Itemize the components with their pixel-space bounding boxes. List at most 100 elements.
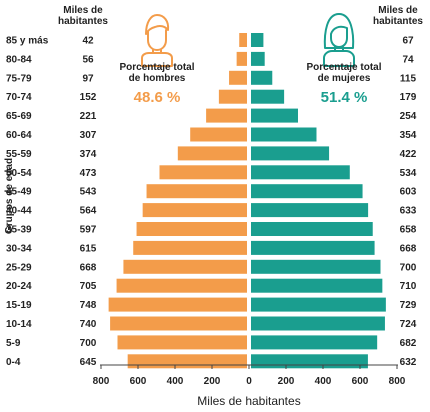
men-bar <box>136 222 247 236</box>
x-tick-label: 400 <box>167 376 184 387</box>
women-value-label: 115 <box>400 73 417 84</box>
women-bar <box>251 222 373 236</box>
x-tick-label: 600 <box>352 376 369 387</box>
women-bar <box>251 51 265 66</box>
age-group-label: 25-29 <box>6 262 32 273</box>
women-bar <box>251 259 381 274</box>
women-bar <box>251 184 363 199</box>
men-value-label: 56 <box>82 54 94 65</box>
age-group-label: 15-19 <box>6 300 32 311</box>
women-bar <box>251 203 369 218</box>
women-bar <box>251 33 264 47</box>
women-bar <box>251 316 385 331</box>
women-bar <box>251 127 317 142</box>
men-bar <box>117 335 247 350</box>
age-group-label: 5-9 <box>6 338 21 349</box>
men-bar <box>127 354 247 369</box>
men-bar <box>123 259 247 274</box>
women-value-label: 668 <box>400 243 417 254</box>
men-bar <box>108 297 248 312</box>
women-value-label: 603 <box>400 187 417 198</box>
x-tick-label: 600 <box>130 376 147 387</box>
age-group-label: 10-14 <box>6 319 32 330</box>
age-group-label: 85 y más <box>6 36 49 47</box>
men-bar <box>190 127 247 142</box>
men-bar <box>116 278 247 293</box>
x-tick-label: 200 <box>278 376 295 387</box>
women-percent-value: 51.4 % <box>321 89 368 106</box>
women-value-label: 67 <box>402 36 414 47</box>
age-group-label: 55-59 <box>6 149 32 160</box>
men-bar <box>236 51 247 66</box>
women-bar <box>251 240 375 255</box>
age-group-label: 70-74 <box>6 92 32 103</box>
men-bar <box>229 70 247 85</box>
y-axis-title: Grupos de edad <box>4 158 15 234</box>
men-value-label: 307 <box>80 130 97 141</box>
x-tick-label: 0 <box>246 376 252 387</box>
men-value-label: 42 <box>82 36 94 47</box>
women-value-label: 179 <box>400 92 417 103</box>
men-value-label: 700 <box>80 338 97 349</box>
men-bar <box>206 108 247 123</box>
women-value-label: 682 <box>400 338 417 349</box>
men-value-label: 740 <box>80 319 97 330</box>
age-group-label: 45-49 <box>6 187 32 198</box>
men-bar <box>218 89 247 104</box>
men-bar <box>177 146 247 161</box>
women-percent-label: Porcentaje total de mujeres <box>306 62 381 84</box>
age-group-label: 30-34 <box>6 243 32 254</box>
women-value-label: 729 <box>400 300 417 311</box>
men-bar <box>146 184 247 199</box>
men-bar <box>110 316 247 331</box>
men-value-label: 543 <box>80 187 97 198</box>
women-bar <box>251 335 378 350</box>
women-bar <box>251 354 368 369</box>
x-tick-label: 800 <box>93 376 110 387</box>
x-tick-label: 800 <box>389 376 406 387</box>
age-group-label: 0-4 <box>6 357 21 368</box>
age-group-label: 80-84 <box>6 54 32 65</box>
woman-icon <box>323 13 355 67</box>
age-group-label: 75-79 <box>6 73 32 84</box>
women-value-label: 254 <box>400 111 417 122</box>
men-value-label: 97 <box>82 73 94 84</box>
women-value-label: 700 <box>400 262 417 273</box>
women-bar <box>251 70 273 85</box>
women-bar <box>251 146 330 161</box>
men-value-label: 748 <box>80 300 97 311</box>
men-value-label: 564 <box>80 206 97 217</box>
age-group-label: 40-44 <box>6 206 32 217</box>
age-group-label: 20-24 <box>6 281 32 292</box>
men-value-label: 221 <box>80 111 97 122</box>
women-bar <box>251 278 383 293</box>
men-bar <box>142 203 247 218</box>
men-value-label: 374 <box>80 149 97 160</box>
right-header: Miles de habitantes <box>373 5 423 27</box>
women-value-label: 74 <box>402 54 414 65</box>
men-value-label: 597 <box>80 225 97 236</box>
men-value-label: 615 <box>80 243 97 254</box>
women-value-label: 632 <box>400 357 417 368</box>
women-bar <box>251 297 386 312</box>
women-value-label: 633 <box>400 206 417 217</box>
women-bar <box>251 108 298 123</box>
women-bar <box>251 89 285 104</box>
x-axis-title: Miles de habitantes <box>197 394 300 408</box>
age-group-label: 50-54 <box>6 168 32 179</box>
x-tick-label: 400 <box>315 376 332 387</box>
women-value-label: 724 <box>400 319 417 330</box>
men-percent-label: Porcentaje total de hombres <box>119 62 194 84</box>
women-value-label: 710 <box>400 281 417 292</box>
men-value-label: 152 <box>80 92 97 103</box>
men-value-label: 668 <box>80 262 97 273</box>
age-group-label: 65-69 <box>6 111 32 122</box>
men-bar <box>159 165 247 180</box>
women-value-label: 354 <box>400 130 417 141</box>
left-header: Miles de habitantes <box>58 5 108 27</box>
x-tick-label: 200 <box>204 376 221 387</box>
women-value-label: 422 <box>400 149 417 160</box>
women-value-label: 534 <box>400 168 417 179</box>
women-bar <box>251 165 350 180</box>
